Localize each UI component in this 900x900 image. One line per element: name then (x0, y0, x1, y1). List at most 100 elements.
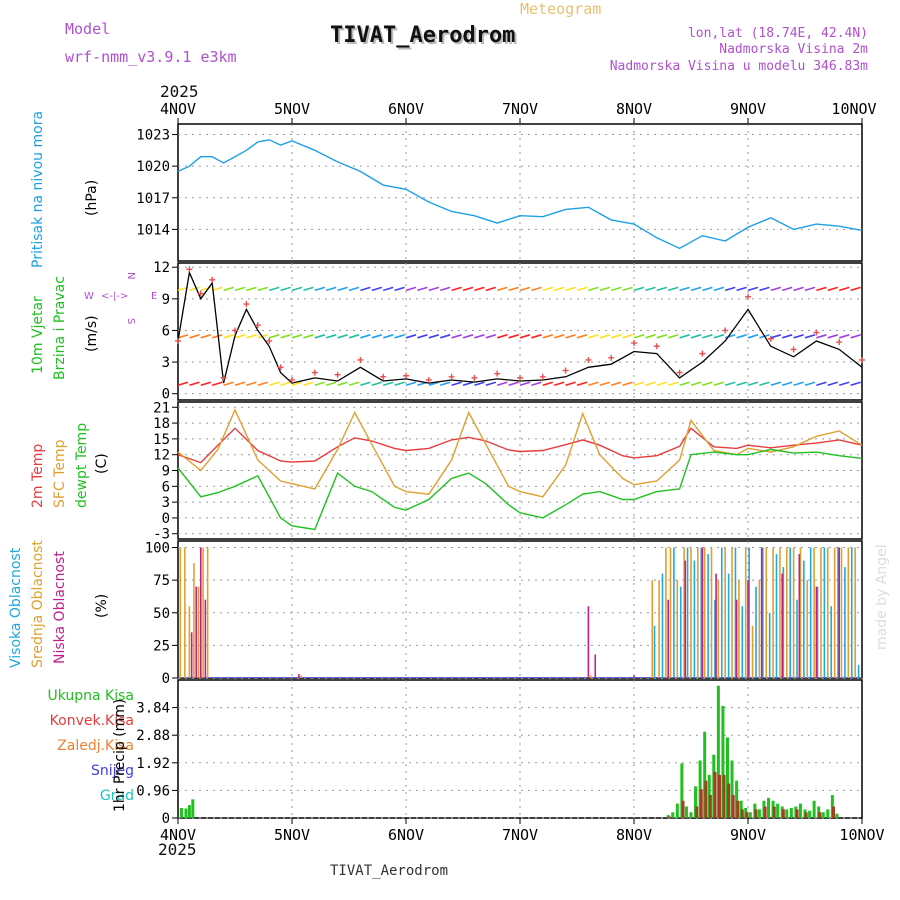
wind-gust-marker (334, 371, 341, 378)
y-tick-label: 3 (162, 495, 170, 511)
wind-gust-marker (266, 337, 273, 344)
wind-barb (405, 381, 417, 387)
y-tick-label: 12 (153, 260, 170, 276)
wind-barb (234, 334, 246, 339)
precip-bar (757, 809, 761, 818)
wind-barb (531, 381, 542, 387)
wind-gust-marker (175, 337, 181, 344)
precip-bar (184, 808, 188, 818)
temp-line-2 (177, 448, 863, 531)
wind-gust-marker (448, 373, 455, 380)
wind-barb (827, 334, 839, 339)
y-tick-label: 15 (153, 432, 170, 448)
precip-bar (721, 705, 725, 818)
wind-barb (360, 334, 371, 339)
wind-gust-marker (745, 293, 751, 300)
wind-barb (850, 381, 861, 387)
compass-s: S (125, 318, 136, 324)
wind-barb (747, 286, 759, 292)
precip-bar (730, 760, 734, 818)
precip-bar (736, 800, 740, 818)
wind-barb (177, 381, 189, 387)
wind-barb (234, 381, 246, 387)
precip-bar (812, 800, 816, 818)
wind-barb (451, 334, 462, 339)
wind-gust-marker (767, 335, 774, 342)
wind-barb (770, 334, 782, 339)
wind-barb (759, 381, 770, 387)
legend-zaledj: Zaledj.Kisa (57, 738, 134, 754)
wind-barb (576, 381, 588, 387)
precip-bar (187, 805, 191, 818)
precip-bar (716, 685, 720, 818)
wind-barb (610, 381, 622, 387)
footer-title: TIVAT_Aerodrom (330, 863, 448, 879)
wind-barb (690, 334, 702, 339)
precip-bar (798, 803, 802, 818)
wind-barb (189, 334, 200, 339)
legend-snijeg: Snijeg (91, 763, 134, 779)
wind-barb (496, 334, 508, 339)
wind-barb (428, 381, 440, 387)
precip-bar (675, 803, 679, 818)
y-tick-label: 1.92 (136, 756, 170, 772)
wind-barb (781, 286, 793, 292)
y-tick-label: 1023 (136, 128, 170, 144)
wind-barb (257, 381, 269, 387)
wind-barb (371, 286, 383, 292)
wind-barb (599, 286, 611, 292)
precip-bar (725, 737, 729, 818)
wind-barb (724, 381, 736, 387)
wind-gust-marker (836, 339, 843, 346)
wind-barb (565, 286, 576, 292)
y-tick-label: 0.96 (136, 783, 170, 799)
precip-bar (191, 799, 195, 818)
wind-barb (759, 286, 770, 292)
wind-barb (314, 334, 326, 339)
wind-barb (804, 334, 816, 339)
y-tick-label: 100 (145, 541, 170, 557)
wind-barb (405, 286, 417, 292)
page-title-front: TIVAT_Aerodrom (330, 23, 515, 48)
compass-e: E (151, 291, 157, 302)
year-top: 2025 (160, 82, 199, 101)
wind-barb (268, 381, 280, 387)
wind-gust-marker (790, 346, 797, 353)
wind-gust-marker (562, 367, 569, 374)
wind-barb (736, 334, 747, 339)
wind-barb (793, 334, 804, 339)
wind-gust-marker (311, 369, 318, 376)
precip-bar (772, 806, 776, 818)
wind-barb (508, 381, 519, 387)
wind-barb (531, 286, 542, 292)
wind-gust-marker (494, 370, 501, 377)
wind-barb (246, 334, 257, 339)
model-altitude-label: Nadmorska Visina u modelu 346.83m (610, 59, 868, 74)
wind-barb (667, 381, 679, 387)
wind-barb (508, 334, 519, 339)
wind-barb (588, 381, 599, 387)
wind-barb (724, 334, 736, 339)
wind-barb (325, 381, 337, 387)
wind-barb (246, 286, 257, 292)
precip-bar (745, 812, 749, 818)
wind-barb (474, 381, 485, 387)
wind-barb (633, 381, 645, 387)
precip-bar (703, 731, 707, 818)
precip-bar (731, 795, 735, 818)
wind-gust-marker (289, 376, 295, 383)
precip-bar (754, 809, 758, 818)
cloud-low-ylabel: Niska Oblacnost (52, 551, 68, 664)
wind-barb (679, 286, 690, 292)
wind-barb (291, 381, 303, 387)
x-tick-label-bottom: 4NOV (160, 826, 196, 844)
wind-barb (439, 381, 451, 387)
precip-bar (808, 810, 812, 818)
cloud-unit: (%) (94, 594, 110, 618)
wind-barb (337, 381, 348, 387)
x-tick-label-bottom: 10NOV (839, 826, 884, 844)
wind-barb (622, 286, 633, 292)
wind-barb (747, 334, 759, 339)
y-tick-label: 18 (153, 416, 170, 432)
precip-bar (681, 800, 685, 818)
